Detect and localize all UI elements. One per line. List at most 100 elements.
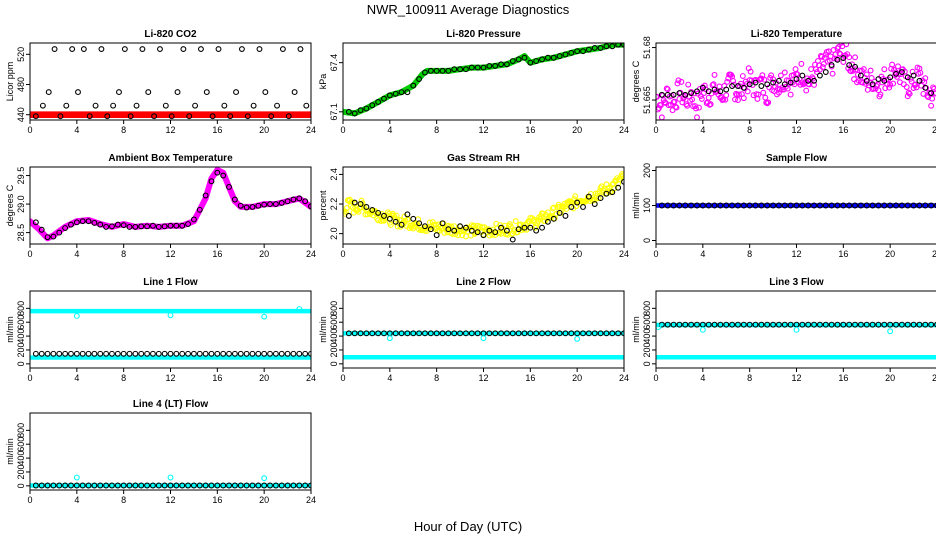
data-point xyxy=(703,100,710,107)
data-point xyxy=(387,222,394,228)
x-tick-label: 20 xyxy=(885,373,895,383)
data-point xyxy=(185,482,192,489)
data-point xyxy=(615,184,622,191)
data-point xyxy=(357,201,364,207)
data-point xyxy=(290,482,297,489)
data-point xyxy=(507,223,514,230)
data-point xyxy=(805,202,812,209)
data-point xyxy=(808,66,815,73)
data-point xyxy=(574,199,581,206)
data-point xyxy=(898,202,905,209)
data-point xyxy=(103,350,110,357)
data-point xyxy=(474,64,481,71)
data-point xyxy=(910,72,917,79)
data-point xyxy=(398,330,405,337)
data-point xyxy=(676,90,683,97)
data-point xyxy=(498,224,505,231)
data-point xyxy=(291,89,298,96)
data-point xyxy=(669,107,676,114)
data-point xyxy=(732,96,738,103)
data-point xyxy=(916,321,923,328)
data-point xyxy=(672,103,679,110)
data-point xyxy=(302,482,309,489)
plot-area xyxy=(30,46,311,120)
data-point xyxy=(597,44,604,51)
data-point xyxy=(867,67,874,74)
data-point xyxy=(863,321,870,328)
data-point xyxy=(906,90,913,97)
x-tick-label: 16 xyxy=(212,373,222,383)
data-point xyxy=(881,202,888,209)
data-point xyxy=(905,89,912,96)
data-point xyxy=(716,83,723,90)
data-point xyxy=(109,350,115,357)
data-point xyxy=(116,89,122,96)
data-point xyxy=(863,77,870,84)
data-point xyxy=(893,70,899,77)
x-tick-label: 0 xyxy=(27,249,32,259)
data-point xyxy=(770,202,777,209)
x-tick-label: 20 xyxy=(885,125,895,135)
data-point xyxy=(50,482,57,489)
data-point xyxy=(214,482,221,489)
data-point xyxy=(351,110,358,117)
data-point xyxy=(503,61,510,68)
data-point xyxy=(73,219,80,226)
data-point xyxy=(173,482,180,489)
data-point xyxy=(97,221,104,228)
data-point xyxy=(836,50,843,57)
data-point xyxy=(44,234,51,241)
data-point xyxy=(51,46,58,52)
data-point xyxy=(381,212,387,219)
data-point xyxy=(381,330,387,337)
data-point xyxy=(296,482,303,489)
data-point xyxy=(410,82,417,89)
data-point xyxy=(445,226,452,233)
x-tick-label: 16 xyxy=(212,495,222,505)
data-point xyxy=(192,102,199,109)
data-point xyxy=(534,220,541,227)
x-axis-label: Hour of Day (UTC) xyxy=(414,519,522,534)
data-point xyxy=(144,350,151,357)
chart-panel-8: Line 2 Flow 0 4 8 12 16 20 24 0 200400600800ml/mi… xyxy=(318,277,629,383)
data-point xyxy=(793,326,800,333)
data-point xyxy=(410,215,417,222)
data-point xyxy=(345,108,352,115)
data-point xyxy=(758,321,765,328)
panel-title: Line 3 Flow xyxy=(769,277,824,288)
data-point xyxy=(416,76,423,82)
data-point xyxy=(157,46,163,52)
data-point xyxy=(595,195,602,202)
x-tick-label: 0 xyxy=(653,125,658,135)
x-tick-label: 4 xyxy=(387,373,392,383)
data-point xyxy=(208,482,215,489)
x-tick-label: 20 xyxy=(572,125,582,135)
data-point xyxy=(580,330,586,337)
y-tick-label: 2.0 xyxy=(329,227,339,240)
data-point xyxy=(796,76,803,82)
x-tick-label: 24 xyxy=(306,495,316,505)
data-point xyxy=(550,215,557,222)
data-point xyxy=(284,198,291,205)
data-point xyxy=(550,54,557,61)
data-point xyxy=(840,55,847,61)
y-tick-label: 800 xyxy=(642,301,652,316)
data-point xyxy=(145,89,152,96)
data-point xyxy=(190,216,197,223)
data-point xyxy=(531,216,538,223)
data-point xyxy=(498,330,505,337)
data-point xyxy=(233,89,240,96)
data-point xyxy=(302,198,309,205)
data-point xyxy=(209,113,216,120)
data-point xyxy=(656,324,662,331)
data-point xyxy=(852,202,858,209)
data-point xyxy=(752,79,759,86)
data-point xyxy=(427,67,434,74)
data-point xyxy=(104,113,111,120)
data-point xyxy=(516,222,523,229)
data-point xyxy=(670,91,677,98)
data-point xyxy=(73,474,80,481)
data-point xyxy=(743,81,750,87)
data-point xyxy=(846,202,853,209)
data-point xyxy=(723,202,730,209)
